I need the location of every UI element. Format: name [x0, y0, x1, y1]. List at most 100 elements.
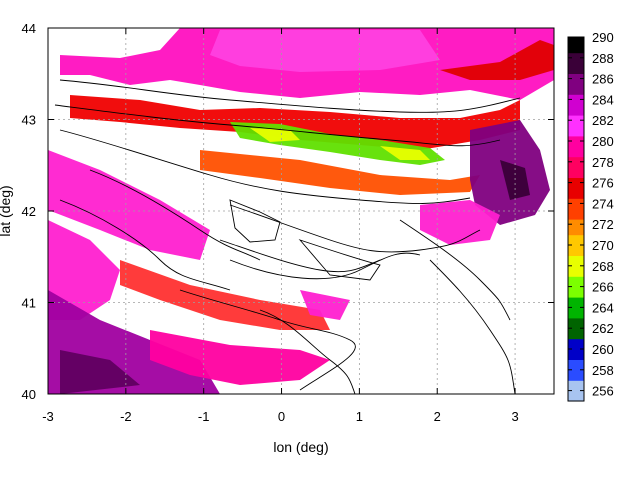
colorbar-segment: [568, 68, 584, 74]
colorbar-segment: [568, 198, 584, 204]
colorbar-segment: [568, 375, 584, 381]
colorbar-tick-label: 288: [592, 51, 614, 66]
colorbar-segment: [568, 57, 584, 64]
colorbar-segment: [568, 385, 584, 392]
contour-line: [229, 204, 481, 253]
y-axis-ticks: 40 41 42 43 44: [22, 21, 554, 402]
colorbar-segment: [568, 135, 584, 142]
colorbar-segment: [568, 229, 584, 236]
colorbar: 256 258 260 262 264 266 268 270 272 274 276 278 280 2…: [567, 30, 614, 402]
colorbar-segment: [568, 265, 584, 272]
contour-line: [59, 199, 231, 291]
x-tick-label: 0: [278, 409, 285, 424]
colorbar-segment: [568, 187, 584, 194]
colorbar-segment: [568, 286, 584, 293]
colorbar-segment: [568, 156, 584, 163]
colorbar-segment: [568, 349, 584, 355]
contour-line: [229, 199, 281, 243]
colorbar-segment: [568, 255, 584, 262]
colorbar-segment: [568, 115, 584, 121]
colorbar-tick-label: 258: [592, 363, 614, 378]
colorbar-segment: [568, 89, 584, 95]
y-tick-label: 44: [22, 21, 36, 36]
colorbar-segment: [568, 161, 584, 168]
plot-area: [48, 28, 554, 394]
colorbar-tick-label: 278: [592, 155, 614, 170]
colorbar-tick-label: 268: [592, 259, 614, 274]
contour-line: [429, 259, 516, 394]
colorbar-segment: [568, 130, 584, 137]
contour-lines: [54, 79, 521, 394]
colorbar-segment: [568, 245, 584, 251]
colorbar-segment: [568, 203, 584, 210]
colorbar-segment: [568, 359, 584, 366]
colorbar-segment: [568, 380, 584, 386]
colorbar-segment: [568, 271, 584, 277]
colorbar-segment: [568, 307, 584, 314]
colorbar-segment: [568, 395, 584, 402]
colorbar-tick-label: 266: [592, 280, 614, 295]
colorbar-segment: [568, 141, 584, 147]
colorbar-tick-label: 270: [592, 238, 614, 253]
contour-line: [179, 289, 356, 391]
contour-line: [54, 104, 501, 147]
colorbar-segment: [568, 94, 584, 100]
colorbar-segment: [568, 224, 584, 230]
colorbar-segment: [568, 281, 584, 288]
contour-line: [89, 169, 261, 261]
y-tick-label: 41: [22, 296, 36, 311]
colorbar-segment: [568, 333, 584, 340]
colorbar-segment: [568, 250, 584, 256]
contour-line: [59, 79, 521, 113]
y-axis-label: lat (deg): [0, 185, 13, 236]
x-axis-ticks: -3 -2 -1 0 1 2 3: [42, 28, 519, 424]
colorbar-frame: [567, 36, 585, 402]
contour-line: [259, 309, 356, 394]
colorbar-tick-label: 276: [592, 176, 614, 191]
colorbar-segment: [568, 276, 584, 282]
contour-line: [229, 252, 421, 280]
colorbar-segment: [568, 78, 584, 85]
colorbar-segment: [568, 364, 584, 371]
heatmap-region: [380, 146, 430, 160]
heatmap-region: [48, 220, 120, 320]
colorbar-tick-label: 256: [592, 384, 614, 399]
x-tick-label: -3: [42, 409, 54, 424]
colorbar-segment: [568, 37, 584, 43]
colorbar-segment: [568, 260, 584, 267]
colorbar-tick-label: 284: [592, 92, 614, 107]
colorbar-tick-label: 290: [592, 30, 614, 45]
colorbar-segment: [568, 47, 584, 54]
colorbar-segment: [568, 239, 584, 246]
x-axis-label: lon (deg): [273, 439, 328, 455]
y-tick-label: 40: [22, 387, 36, 402]
x-tick-label: -2: [120, 409, 132, 424]
colorbar-segment: [568, 52, 584, 59]
colorbar-segment: [568, 104, 584, 111]
colorbar-segment: [568, 172, 584, 178]
colorbar-segment: [568, 208, 584, 215]
colorbar-segment: [568, 390, 584, 397]
colorbar-segment: [568, 73, 584, 80]
heatmap-region: [300, 290, 350, 320]
y-tick-label: 43: [22, 113, 36, 128]
colorbar-segment: [568, 328, 584, 334]
colorbar-segment: [568, 120, 584, 126]
heatmap-region: [48, 150, 210, 260]
heatmap-region: [70, 95, 520, 150]
colorbar-tick-label: 260: [592, 342, 614, 357]
heatmap-region: [250, 128, 300, 142]
heatmap-region: [440, 40, 554, 80]
colorbar-segment: [568, 109, 584, 116]
colorbar-segment: [568, 369, 584, 376]
colorbar-segment: [568, 323, 584, 329]
colorbar-segment: [568, 297, 584, 303]
colorbar-segment: [568, 312, 584, 319]
colorbar-segment: [568, 146, 584, 152]
colorbar-tick-label: 282: [592, 113, 614, 128]
colorbar-segment: [568, 63, 584, 69]
colorbar-tick-label: 264: [592, 300, 614, 315]
colorbar-segment: [568, 234, 584, 241]
x-tick-label: 3: [511, 409, 518, 424]
